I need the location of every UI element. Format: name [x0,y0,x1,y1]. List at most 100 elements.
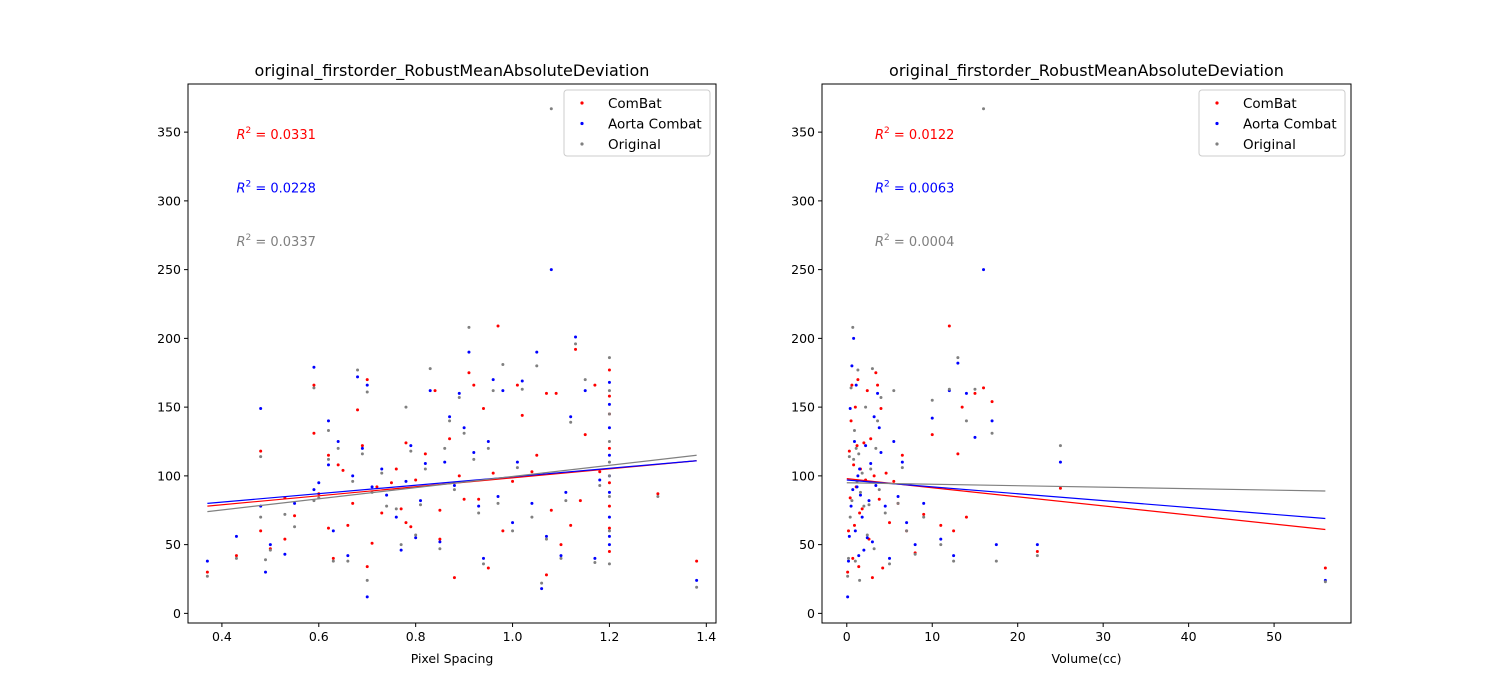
scatter-point [852,336,856,340]
scatter-point [864,444,868,448]
scatter-point [419,503,423,507]
r-squared-annotation: R2 = 0.0004 [875,233,954,250]
r-squared-annotation: R2 = 0.0331 [236,126,315,143]
scatter-point [467,371,471,375]
scatter-point [850,364,854,368]
scatter-point [385,493,389,497]
scatter-point [913,552,917,556]
scatter-point [385,504,389,508]
scatter-point [930,416,934,420]
x-tick-label: 20 [1010,629,1026,644]
r-squared-annotation: R2 = 0.0337 [236,233,315,250]
scatter-point [872,547,876,551]
r-squared-exponent: 2 [884,126,890,136]
scatter-point [515,383,519,387]
scatter-point [607,446,611,450]
scatter-point [336,446,340,450]
scatter-point [259,515,263,519]
scatter-point [1058,444,1062,448]
scatter-point [860,471,864,475]
scatter-point [293,514,297,518]
r-squared-exponent: 2 [884,233,890,243]
scatter-point [884,471,888,475]
scatter-point [331,559,335,563]
scatter-point [559,543,563,547]
scatter-point [854,446,858,450]
scatter-point [857,452,861,456]
scatter-point [872,474,876,478]
scatter-point [336,440,340,443]
r-squared-annotation: R2 = 0.0122 [875,126,954,143]
fit-lines-group [846,478,1326,531]
scatter-point [423,462,427,465]
scatter-point [874,371,878,375]
scatter-point [869,467,873,471]
scatter-point [457,396,461,399]
r-squared-value: = 0.0331 [251,128,316,143]
scatter-point [341,468,345,472]
scatter-point [569,415,573,419]
scatter-point [365,378,369,382]
scatter-point [865,389,869,393]
scatter-point [452,488,456,492]
r-squared-symbol: R [875,182,884,197]
scatter-point [848,407,852,410]
scatter-point [520,413,524,417]
scatter-point [283,537,287,541]
scatter-points-group [205,107,699,599]
scatter-point [862,504,866,508]
scatter-point [846,595,850,599]
scatter-point [850,499,854,503]
scatter-point [389,481,393,485]
scatter-point [452,576,456,580]
scatter-point [870,576,874,580]
scatter-point [607,426,611,430]
scatter-point [535,350,539,354]
x-tick-label: 1.4 [696,629,716,644]
scatter-point [515,460,519,464]
scatter-point [399,543,403,547]
scatter-point [872,415,876,419]
scatter-point [900,453,904,457]
r-squared-annotation: R2 = 0.0228 [236,180,315,197]
legend-marker [580,142,584,146]
scatter-point [326,463,330,467]
x-tick-label: 0.8 [406,629,426,644]
scatter-point [326,419,330,423]
scatter-point [852,457,856,461]
scatter-point [477,497,481,501]
scatter-point [930,398,934,402]
scatter-point [853,559,857,563]
scatter-point [956,356,960,360]
scatter-point [856,368,860,372]
y-tick-label: 300 [157,193,181,208]
scatter-point [574,335,578,339]
scatter-point [477,511,481,515]
scatter-point [360,452,364,456]
scatter-point [569,523,573,527]
scatter-point [855,444,859,448]
scatter-point [879,451,883,454]
scatter-point [428,367,432,371]
scatter-point [346,554,350,558]
scatter-point [939,537,943,541]
scatter-point [380,467,384,471]
scatter-point [486,566,490,570]
scatter-point [892,389,896,393]
scatter-point [888,521,892,525]
scatter-point [607,515,611,519]
scatter-point [312,386,316,390]
scatter-point [419,499,423,503]
scatter-point [982,268,986,272]
scatter-point [312,431,316,435]
y-tick-label: 0 [807,606,815,621]
scatter-point [511,529,515,533]
scatter-point [583,378,587,382]
scatter-point [472,383,476,387]
scatter-point [259,455,263,459]
scatter-point [656,495,660,498]
scatter-point [472,457,476,461]
scatter-point [530,501,534,505]
scatter-point [905,521,909,525]
scatter-point [598,478,602,482]
